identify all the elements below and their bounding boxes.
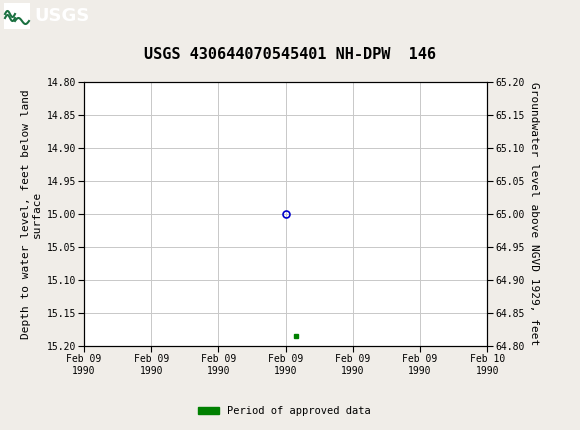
- Y-axis label: Depth to water level, feet below land
surface: Depth to water level, feet below land su…: [21, 89, 42, 339]
- Y-axis label: Groundwater level above NGVD 1929, feet: Groundwater level above NGVD 1929, feet: [529, 82, 539, 346]
- Text: USGS 430644070545401 NH-DPW  146: USGS 430644070545401 NH-DPW 146: [144, 47, 436, 62]
- Text: USGS: USGS: [34, 7, 89, 25]
- Legend: Period of approved data: Period of approved data: [194, 402, 375, 421]
- Bar: [4, 3, 30, 29]
